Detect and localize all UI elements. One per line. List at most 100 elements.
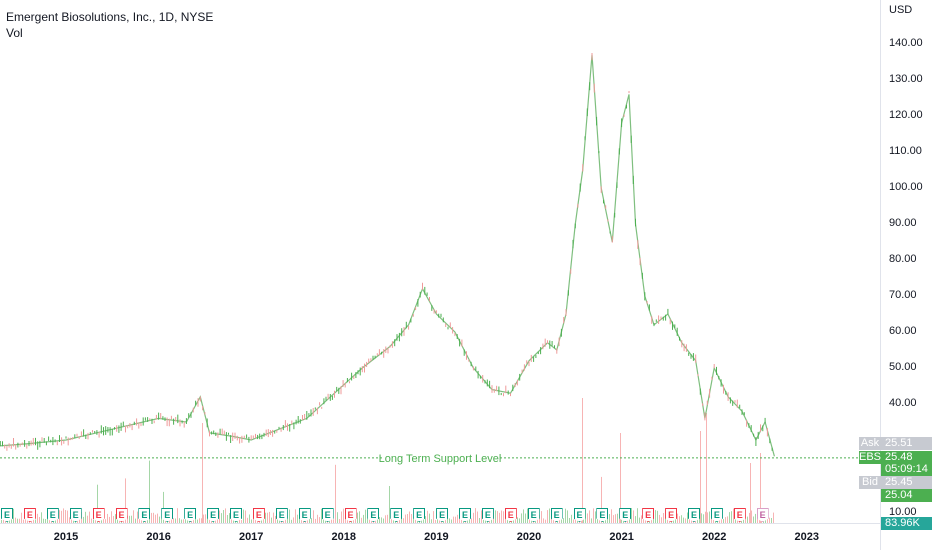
volume-bar [251, 519, 252, 523]
volume-bar [547, 510, 548, 523]
volume-spike [620, 433, 621, 523]
earnings-badge-icon[interactable]: E [69, 508, 82, 522]
volume-bar [187, 517, 188, 523]
ask-value: 25.51 [881, 437, 932, 450]
volume-bar [113, 516, 114, 523]
volume-bar [501, 510, 502, 523]
earnings-badge-icon[interactable]: E [665, 508, 678, 522]
volume-bar [137, 511, 138, 523]
volume-bar [161, 518, 162, 523]
currency-label[interactable]: USD [889, 4, 913, 16]
volume-bar [437, 516, 438, 523]
earnings-badge-icon[interactable]: E [298, 508, 311, 522]
volume-bar [451, 519, 452, 523]
volume-bar [181, 519, 182, 523]
volume-bar [223, 510, 224, 523]
earnings-badge-icon[interactable]: E [161, 508, 174, 522]
earnings-badge-icon[interactable]: E [550, 508, 563, 522]
volume-spike [700, 431, 701, 523]
volume-bar [65, 510, 66, 523]
earnings-badge-icon[interactable]: E [527, 508, 540, 522]
volume-bar [21, 512, 22, 523]
time-tick-label: 2020 [516, 531, 542, 543]
volume-bar [457, 514, 458, 523]
volume-bar [319, 517, 320, 523]
earnings-badge-icon[interactable]: E [184, 508, 197, 522]
earnings-badge-icon[interactable]: E [481, 508, 494, 522]
volume-bar [725, 517, 726, 523]
volume-bar [729, 512, 730, 523]
volume-bar [83, 516, 84, 523]
earnings-badge-icon[interactable]: E [756, 508, 769, 522]
price-tick-label: 100.00 [889, 181, 923, 193]
time-tick-label: 2023 [794, 531, 820, 543]
volume-bar [543, 518, 544, 523]
volume-bar [425, 516, 426, 523]
volume-bar [493, 515, 494, 523]
volume-bar [601, 476, 602, 523]
volume-bar [631, 508, 632, 523]
volume-bar [503, 511, 504, 523]
volume-bar [383, 518, 384, 523]
earnings-badge-icon[interactable]: E [207, 508, 220, 522]
volume-bar [459, 517, 460, 523]
earnings-badge-icon[interactable]: E [642, 508, 655, 522]
volume-bar [403, 518, 404, 523]
earnings-badge-icon[interactable]: E [390, 508, 403, 522]
volume-bar [435, 519, 436, 523]
earnings-badge-icon[interactable]: E [367, 508, 380, 522]
ask-label: Ask [859, 437, 881, 450]
symbol-title[interactable]: Emergent Biosolutions, Inc., 1D, NYSE [6, 10, 214, 24]
earnings-badge-icon[interactable]: E [504, 508, 517, 522]
volume-bar [91, 518, 92, 523]
earnings-badge-icon[interactable]: E [321, 508, 334, 522]
earnings-badge-icon[interactable]: E [573, 508, 586, 522]
volume-bar [225, 508, 226, 523]
volume-bar [261, 519, 262, 523]
earnings-badge-icon[interactable]: E [1, 508, 13, 522]
earnings-badge-icon[interactable]: E [459, 508, 471, 522]
volume-bar [197, 519, 198, 523]
earnings-badge-icon[interactable]: E [413, 508, 426, 522]
volume-bar [687, 512, 688, 523]
volume-bar [407, 514, 408, 523]
volume-bar [211, 519, 212, 523]
earnings-badge-icon[interactable]: E [436, 508, 449, 522]
volume-bar [365, 509, 366, 523]
earnings-badge-icon[interactable]: E [252, 508, 265, 522]
volume-bar [87, 515, 88, 523]
volume-bar [563, 518, 564, 523]
volume-bar [321, 508, 322, 523]
volume-bar [345, 517, 346, 523]
volume-bar [93, 519, 94, 523]
earnings-badge-icon[interactable]: E [733, 508, 746, 522]
price-tick-label: 90.00 [889, 217, 917, 229]
volume-bar [337, 512, 338, 523]
volume-bar [703, 514, 704, 523]
earnings-badge-icon[interactable]: E [138, 508, 151, 522]
earnings-badge-icon[interactable]: E [710, 508, 723, 522]
earnings-badge-icon[interactable]: E [275, 508, 288, 522]
support-line-label[interactable]: Long Term Support Level [379, 453, 502, 465]
earnings-badge-icon[interactable]: E [344, 508, 357, 522]
volume-spike [706, 413, 707, 523]
volume-bar [69, 517, 70, 523]
volume-bar [253, 515, 254, 523]
volume-bar [483, 519, 484, 523]
earnings-badge-icon[interactable]: E [688, 508, 700, 522]
earnings-badge-icon[interactable]: E [23, 508, 36, 522]
volume-legend[interactable]: Vol [6, 26, 23, 40]
volume-bar [591, 518, 592, 523]
earnings-badge-icon[interactable]: E [596, 508, 609, 522]
earnings-badge-icon[interactable]: E [115, 508, 128, 522]
earnings-badge-icon[interactable]: E [46, 508, 59, 522]
volume-bar [249, 514, 250, 523]
earnings-badge-icon[interactable]: E [619, 508, 632, 522]
volume-bar [289, 509, 290, 523]
volume-bar [655, 510, 656, 523]
volume-bar [689, 518, 690, 523]
earnings-badge-icon[interactable]: E [92, 508, 105, 522]
earnings-badge-icon[interactable]: E [230, 508, 242, 522]
volume-bar [497, 511, 498, 523]
